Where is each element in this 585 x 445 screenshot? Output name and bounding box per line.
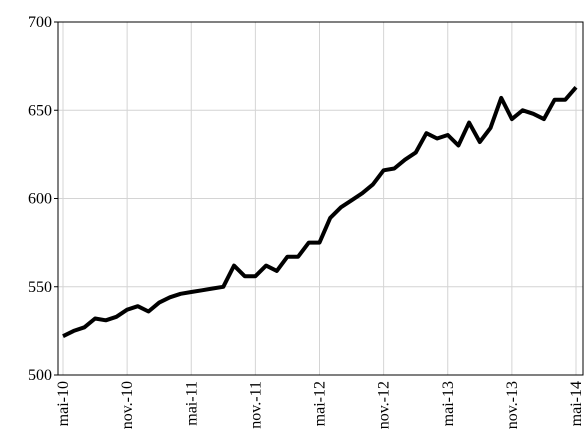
x-tick-label: nov.-13 (504, 381, 521, 429)
plot-frame (57, 21, 584, 376)
x-tick-label: nov.-10 (119, 381, 136, 429)
x-tick-label: nov.-12 (376, 381, 393, 429)
line (62, 85, 578, 338)
y-tick-label: 600 (28, 191, 52, 208)
x-tick-label: mai-10 (55, 381, 72, 426)
y-tick-label: 650 (28, 102, 52, 119)
x-tick-label: mai-12 (312, 381, 329, 426)
y-tick-label: 500 (28, 367, 52, 384)
x-tick-label: mai-14 (568, 381, 585, 426)
x-tick-label: nov.-11 (247, 381, 264, 429)
x-tick-label: mai-13 (440, 381, 457, 426)
x-tick-label: mai-11 (183, 381, 200, 426)
y-tick-label: 550 (28, 279, 52, 296)
y-tick-label: 700 (28, 14, 52, 31)
